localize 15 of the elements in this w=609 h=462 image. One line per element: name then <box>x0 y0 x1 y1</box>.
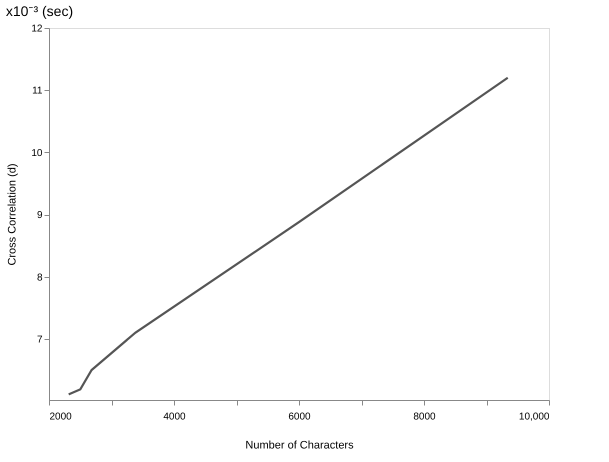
y-tick-label: 7 <box>36 334 43 346</box>
y-tick-label: 9 <box>36 210 43 222</box>
x-tick-label: 6000 <box>288 412 312 422</box>
x-tick-label: 8000 <box>413 412 436 422</box>
x-tick-label: 2000 <box>50 412 72 422</box>
y-axis-title: Cross Correlation (d) <box>6 163 18 266</box>
x-tick-label: 4000 <box>163 412 186 422</box>
y-tick-label: 11 <box>32 86 43 97</box>
y-tick-label: 10 <box>31 148 43 159</box>
y-tick-label: 12 <box>31 24 43 34</box>
x-tick-label: 10,000 <box>518 412 550 422</box>
x-axis-title: Number of Characters <box>245 440 354 452</box>
line-series <box>68 76 509 396</box>
y-tick-label: 8 <box>36 272 43 284</box>
chart-title: x10⁻³ (sec) <box>6 3 74 19</box>
